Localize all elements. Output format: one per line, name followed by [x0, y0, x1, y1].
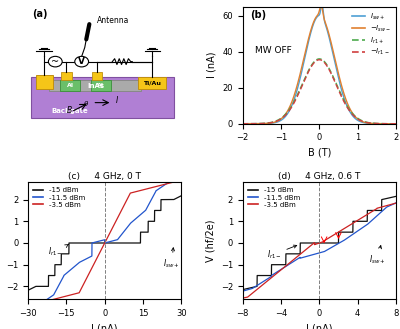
Text: Antenna: Antenna: [97, 16, 129, 25]
FancyBboxPatch shape: [91, 80, 111, 91]
Text: Ti/Au: Ti/Au: [143, 80, 161, 85]
Circle shape: [75, 56, 88, 67]
Text: $I_{r1-}$: $I_{r1-}$: [267, 245, 297, 261]
Legend: $I_{sw+}$, $-I_{sw-}$, $I_{r1+}$, $-I_{r1-}$: $I_{sw+}$, $-I_{sw-}$, $I_{r1+}$, $-I_{r…: [351, 10, 392, 59]
Text: Al: Al: [97, 83, 104, 88]
Text: $I_{r1-}$: $I_{r1-}$: [48, 244, 68, 258]
Polygon shape: [31, 77, 174, 118]
Text: (b): (b): [250, 10, 266, 20]
Y-axis label: V (hf/2e): V (hf/2e): [205, 219, 215, 262]
X-axis label: I (nA): I (nA): [92, 324, 118, 329]
Text: B: B: [66, 106, 72, 114]
X-axis label: B (T): B (T): [308, 148, 331, 158]
Text: Al: Al: [67, 83, 74, 88]
Text: I: I: [115, 96, 118, 105]
Text: $I_{sw+}$: $I_{sw+}$: [369, 245, 386, 266]
Text: V: V: [78, 57, 85, 66]
Text: InAs: InAs: [87, 83, 104, 89]
FancyBboxPatch shape: [92, 72, 102, 80]
FancyBboxPatch shape: [60, 80, 80, 91]
Title: (d)     4 GHz, 0.6 T: (d) 4 GHz, 0.6 T: [278, 172, 360, 182]
Text: Backgate: Backgate: [51, 108, 88, 114]
Title: (c)     4 GHz, 0 T: (c) 4 GHz, 0 T: [68, 172, 141, 182]
Text: MW OFF: MW OFF: [255, 46, 292, 55]
FancyBboxPatch shape: [50, 80, 142, 91]
Circle shape: [48, 56, 62, 67]
Legend: -15 dBm, -11.5 dBm, -3.5 dBm: -15 dBm, -11.5 dBm, -3.5 dBm: [246, 186, 301, 209]
FancyBboxPatch shape: [61, 72, 72, 80]
Text: ~: ~: [51, 57, 59, 67]
FancyBboxPatch shape: [138, 77, 166, 89]
Text: $\theta$: $\theta$: [83, 99, 89, 108]
X-axis label: I (nA): I (nA): [306, 324, 332, 329]
Text: (a): (a): [33, 9, 48, 19]
Text: $I_{sw+}$: $I_{sw+}$: [164, 248, 180, 270]
Y-axis label: I (nA): I (nA): [207, 52, 217, 78]
Legend: -15 dBm, -11.5 dBm, -3.5 dBm: -15 dBm, -11.5 dBm, -3.5 dBm: [32, 186, 86, 209]
FancyBboxPatch shape: [36, 74, 52, 89]
